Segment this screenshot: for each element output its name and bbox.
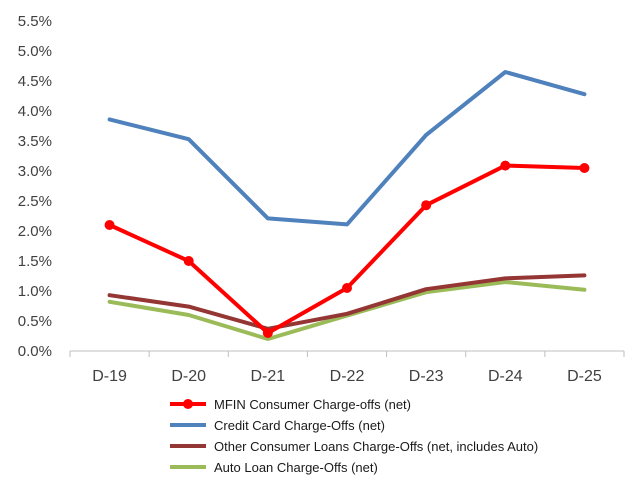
legend-label: MFIN Consumer Charge-offs (net): [214, 397, 411, 412]
legend-item: MFIN Consumer Charge-offs (net): [170, 397, 411, 412]
legend: MFIN Consumer Charge-offs (net) Credit Ca…: [170, 397, 538, 475]
legend-item: Auto Loan Charge-Offs (net): [170, 460, 378, 475]
x-tick-label: D-25: [567, 368, 602, 385]
data-point: [183, 256, 194, 266]
y-tick-label: 1.5%: [18, 253, 52, 270]
legend-item: Other Consumer Loans Charge-Offs (net, i…: [170, 439, 538, 454]
data-point: [500, 160, 511, 171]
y-tick-label: 3.5%: [18, 133, 52, 150]
y-tick-label: 0.0%: [18, 343, 52, 360]
x-axis-ticks: D-19 D-20 D-21 D-22 D-23 D-24 D-25: [92, 368, 602, 385]
data-point: [421, 200, 432, 211]
series-line-2: [107, 273, 587, 331]
y-tick-label: 2.0%: [18, 223, 52, 240]
legend-label: Credit Card Charge-Offs (net): [214, 418, 385, 433]
x-tick-label: D-24: [488, 368, 523, 385]
data-point: [262, 328, 273, 338]
y-tick-label: 2.5%: [18, 193, 52, 210]
y-tick-label: 0.5%: [18, 313, 52, 330]
series-lines: [104, 70, 590, 341]
x-axis: [69, 350, 625, 357]
y-tick-label: 4.5%: [18, 73, 52, 90]
legend-marker: [183, 399, 193, 409]
x-tick-label: D-21: [251, 368, 286, 385]
series-line-1: [107, 70, 587, 227]
y-tick-label: 5.5%: [18, 13, 52, 30]
legend-label: Other Consumer Loans Charge-Offs (net, i…: [214, 439, 538, 454]
x-tick-label: D-19: [92, 368, 127, 385]
x-tick-label: D-23: [409, 368, 444, 385]
y-tick-label: 5.0%: [18, 43, 52, 60]
data-point: [104, 220, 115, 230]
data-point: [342, 283, 352, 293]
legend-label: Auto Loan Charge-Offs (net): [214, 460, 378, 475]
x-tick-label: D-22: [330, 368, 365, 385]
y-axis-ticks: 0.0% 0.5% 1.0% 1.5% 2.0% 2.5% 3.0% 3.5% 4.0% 4.5%…: [18, 13, 52, 360]
data-point: [579, 163, 590, 173]
y-tick-label: 1.0%: [18, 283, 52, 300]
legend-item: Credit Card Charge-Offs (net): [170, 418, 385, 433]
y-tick-label: 3.0%: [18, 163, 52, 180]
y-tick-label: 4.0%: [18, 103, 52, 120]
series-line-0: [107, 163, 587, 335]
x-tick-label: D-20: [171, 368, 206, 385]
